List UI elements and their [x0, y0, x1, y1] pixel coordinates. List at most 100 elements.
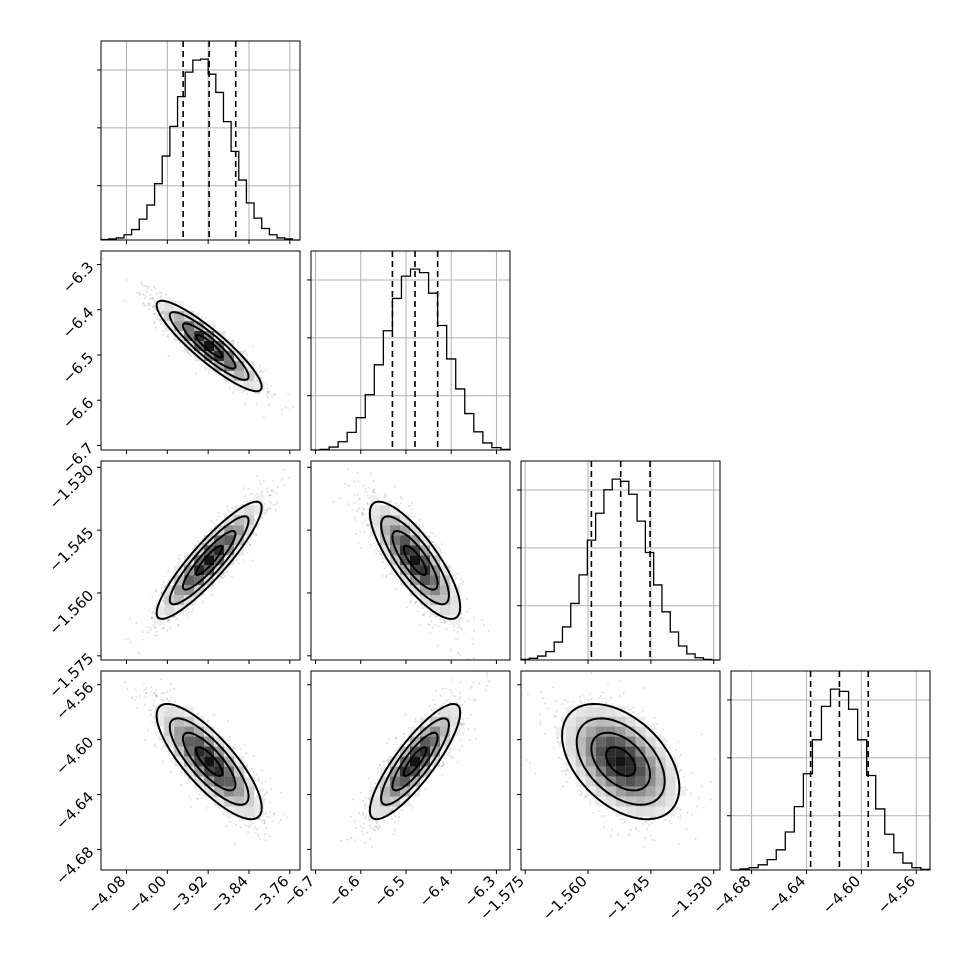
sample-point	[394, 502, 397, 505]
sample-point	[434, 535, 437, 538]
sample-point	[160, 311, 163, 314]
sample-point	[410, 501, 413, 505]
density-cell	[184, 595, 195, 606]
sample-point	[189, 352, 192, 355]
density-cell	[154, 300, 165, 311]
sample-point	[160, 295, 163, 298]
sample-point	[177, 557, 181, 560]
sample-point	[101, 258, 105, 261]
sample-point	[151, 296, 154, 299]
density-cell	[204, 565, 215, 576]
sample-point	[276, 486, 279, 489]
sample-point	[265, 394, 269, 398]
density-cell	[254, 380, 265, 391]
sample-point	[460, 616, 463, 620]
density-cell	[234, 535, 245, 546]
sample-point	[366, 503, 369, 506]
sample-point	[210, 520, 213, 523]
sample-point	[242, 558, 245, 561]
sample-point	[154, 745, 157, 748]
density-cell	[400, 535, 411, 546]
sample-point	[198, 540, 201, 544]
sample-point	[185, 608, 188, 612]
sample-point	[269, 507, 272, 510]
sample-point	[434, 615, 437, 618]
density-cell	[214, 545, 225, 556]
sample-point	[227, 338, 230, 341]
sample-point	[268, 403, 271, 407]
density-cell	[224, 340, 235, 351]
density-cell	[390, 505, 401, 516]
sample-point	[280, 478, 284, 481]
histogram-step-line	[311, 268, 511, 451]
sample-point	[212, 521, 215, 525]
sample-point	[268, 390, 272, 393]
sample-point	[287, 476, 290, 480]
sample-point	[123, 300, 126, 303]
sample-point	[418, 518, 422, 521]
sample-point	[201, 543, 204, 546]
sample-point	[473, 616, 476, 619]
sample-point	[456, 627, 460, 630]
sample-point	[353, 501, 356, 505]
density-cell	[224, 360, 235, 371]
sample-point	[228, 742, 231, 745]
sample-point	[409, 599, 412, 602]
sample-point	[166, 334, 169, 337]
sample-point	[168, 627, 172, 630]
sample-point	[256, 474, 259, 478]
sample-point	[360, 546, 363, 549]
density-cell	[224, 525, 235, 536]
sample-point	[372, 480, 375, 483]
sample-point	[443, 619, 446, 623]
sample-point	[183, 553, 186, 556]
sample-point	[472, 629, 475, 632]
sample-point	[363, 519, 367, 522]
density-cell	[380, 545, 391, 556]
sample-point	[253, 787, 256, 791]
sample-point	[371, 488, 375, 492]
sample-point	[166, 619, 169, 623]
sample-point	[459, 626, 463, 630]
density-cell	[410, 585, 421, 596]
density-cell	[450, 605, 461, 616]
sample-point	[399, 496, 402, 499]
density-cell	[194, 320, 205, 331]
sample-point	[283, 468, 286, 471]
sample-point	[151, 305, 154, 308]
sample-point	[242, 487, 246, 490]
sample-point	[407, 505, 410, 508]
sample-point	[373, 488, 376, 491]
density-cell	[184, 585, 195, 596]
density-cell	[234, 350, 245, 361]
scatter-panel-3-0	[97, 670, 301, 874]
sample-point	[265, 510, 268, 513]
density-cell	[420, 595, 431, 606]
sample-point	[353, 493, 357, 497]
sample-point	[358, 530, 362, 533]
sample-point	[158, 318, 162, 321]
sample-point	[151, 298, 154, 301]
sample-point	[383, 492, 386, 495]
sample-point	[414, 600, 418, 604]
sample-point	[162, 581, 166, 584]
sample-point	[248, 493, 252, 496]
sample-point	[156, 316, 159, 319]
sample-point	[344, 482, 347, 485]
sample-point	[354, 518, 357, 522]
sample-point	[166, 629, 169, 632]
density-cell	[194, 565, 205, 576]
sample-point	[365, 491, 368, 494]
sample-point	[138, 694, 141, 697]
sample-point	[268, 494, 271, 497]
sample-point	[177, 623, 180, 627]
sample-point	[351, 508, 354, 511]
sample-point	[137, 652, 140, 655]
density-cell	[430, 575, 441, 586]
sample-point	[224, 512, 227, 515]
density-cell	[184, 340, 195, 351]
sample-point	[471, 642, 474, 646]
sample-point	[347, 502, 350, 506]
sample-point	[448, 619, 451, 622]
sample-point	[196, 712, 200, 715]
